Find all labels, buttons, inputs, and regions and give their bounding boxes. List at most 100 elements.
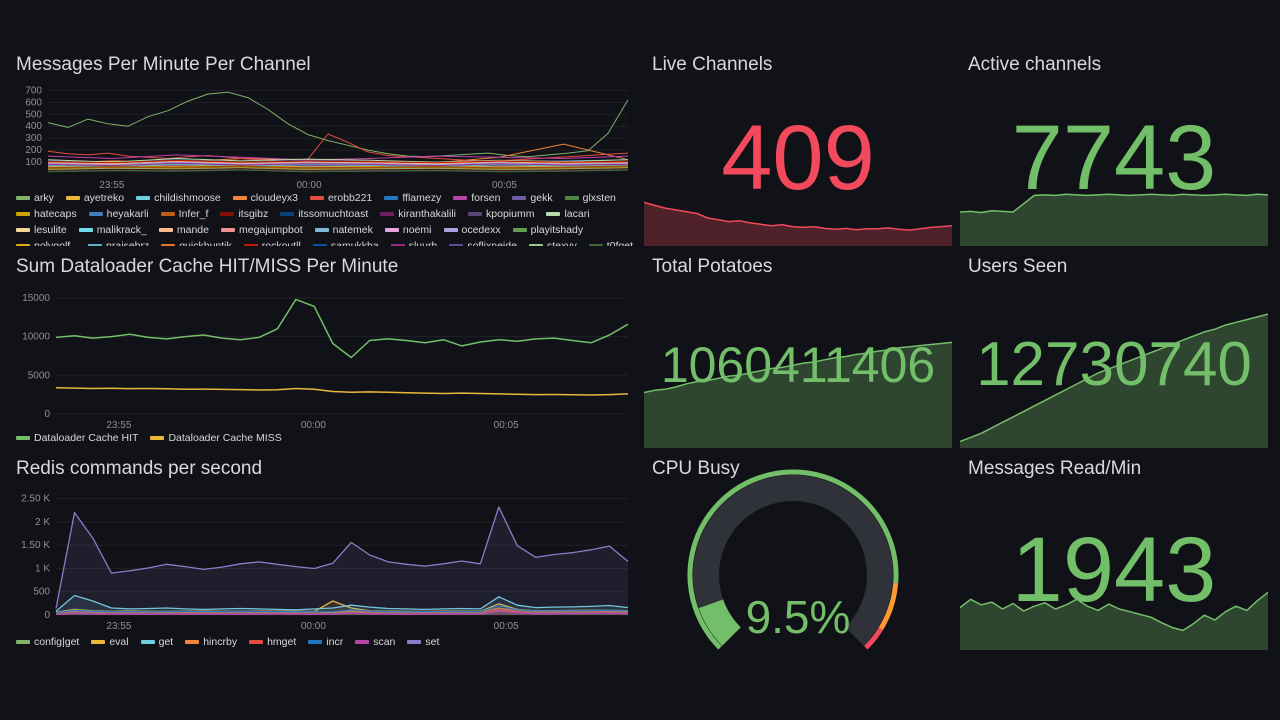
legend-item-playitshady[interactable]: playitshady [512,224,584,236]
panel-title-total-potatoes[interactable]: Total Potatoes [652,256,773,277]
legend-item-erobb221[interactable]: erobb221 [309,192,372,204]
legend-color-dash [564,196,579,200]
series-line [47,167,629,170]
messages-read-value: 1943 [1011,519,1217,621]
legend-item-ocedexx[interactable]: ocedexx [443,224,501,236]
legend-item-polygolf_[interactable]: polygolf_ [16,240,76,246]
messages-time-series-chart[interactable]: 100 200 300 400 500 600 700 23:55 00:00 00:05 [8,82,636,199]
legend-item-set[interactable]: set [407,636,439,648]
legend-item-stexvy[interactable]: stexvy [528,240,577,246]
legend-item-glxsten[interactable]: glxsten [564,192,616,204]
panel-title-redis[interactable]: Redis commands per second [16,458,263,479]
legend-label: soflixneide [467,240,517,246]
legend-item-natemek[interactable]: natemek [314,224,373,236]
legend-item-forsen[interactable]: forsen [453,192,500,204]
legend-item-get[interactable]: get [140,636,173,648]
legend-item-kiranthakalili[interactable]: kiranthakalili [380,208,456,220]
dataloader_cache-plot: 0 5000 10000 15000 23:55 00:00 00:05 [22,293,629,431]
legend-label: hatecaps [34,208,77,220]
redis-time-series-chart[interactable]: 0 500 1 K 1.50 K 2 K 2.50 K 23:55 00:00 00:05 [8,486,636,640]
legend-item-megajumpbot[interactable]: megajumpbot [220,224,303,236]
panel-title-users-seen[interactable]: Users Seen [968,256,1068,277]
legend-item-Infer_f[interactable]: Infer_f [160,208,208,220]
legend-color-dash [384,228,399,232]
panel-title-active-channels[interactable]: Active channels [968,54,1102,75]
x-axis-label: 00:00 [296,180,321,191]
y-axis-label: 500 [33,587,50,598]
panel-title-live-channels[interactable]: Live Channels [652,54,773,75]
legend-color-dash [528,244,543,246]
legend-label: set [425,636,440,648]
series-line [47,161,629,165]
legend-color-dash [512,228,527,232]
legend-item-rockoutll[interactable]: rockoutll [243,240,301,246]
total-potatoes-value: 1060411406 [660,337,936,393]
panel-title-cpu-busy[interactable]: CPU Busy [652,458,740,479]
legend-item-incr[interactable]: incr [308,636,343,648]
legend-item-quickhuntik[interactable]: quickhuntik [161,240,232,246]
legend-item-hatecaps[interactable]: hatecaps [16,208,77,220]
dataloader-time-series-chart[interactable]: 0 5000 10000 15000 23:55 00:00 00:05 [8,286,636,439]
legend-label: playitshady [530,224,584,236]
legend-label: kpopiumm [486,208,535,220]
legend-item-sluurh[interactable]: sluurh [390,240,437,246]
legend-item-scan[interactable]: scan [355,636,395,648]
legend-item-samukkha[interactable]: samukkha [312,240,379,246]
legend-color-dash [312,244,327,246]
series-line [55,298,629,359]
panel-title-messages[interactable]: Messages Per Minute Per Channel [16,54,311,75]
y-axis-label: 1.50 K [21,540,50,551]
legend-color-dash [220,212,235,216]
legend-item-heyakarli[interactable]: heyakarli [88,208,149,220]
legend-item-itssomuchtoast[interactable]: itssomuchtoast [280,208,368,220]
legend-item-mande[interactable]: mande [158,224,209,236]
legend-item-hincrby[interactable]: hincrby [185,636,237,648]
legend-item-Dataloader Cache HIT[interactable]: Dataloader Cache HIT [16,432,138,444]
legend-item-praisebrz[interactable]: praisebrz [88,240,149,246]
legend-label: samukkha [330,240,379,246]
legend-item-ayetreko[interactable]: ayetreko [65,192,125,204]
legend-item-lacari[interactable]: lacari [546,208,590,220]
legend-item-cloudeyx3[interactable]: cloudeyx3 [232,192,298,204]
legend-item-arky[interactable]: arky [16,192,54,204]
legend-label: incr [326,636,344,648]
legend-item-itsgibz[interactable]: itsgibz [220,208,268,220]
legend-color-dash [243,244,258,246]
legend-item-t0fget[interactable]: t0fget [588,240,633,246]
legend-label: eval [109,636,129,648]
legend-color-dash [588,244,603,246]
series-line [47,169,629,173]
panel-title-dataloader[interactable]: Sum Dataloader Cache HIT/MISS Per Minute [16,256,399,277]
legend-item-lesulite[interactable]: lesulite [16,224,67,236]
legend-item-fflamezy[interactable]: fflamezy [384,192,441,204]
legend-item-config|get[interactable]: config|get [16,636,79,648]
legend-label: malikrack_ [96,224,147,236]
legend-item-childishmoose[interactable]: childishmoose [136,192,221,204]
y-axis-label: 0 [44,409,50,420]
legend-item-hmget[interactable]: hmget [249,636,296,648]
legend-color-dash [220,228,235,232]
legend-color-dash [384,196,399,200]
series-line [55,594,629,612]
series-line [47,165,629,169]
legend-item-soflixneide[interactable]: soflixneide [449,240,517,246]
y-axis-label: 600 [25,97,42,108]
legend-color-dash [407,640,422,644]
active_channels_spark [960,193,1268,246]
legend-label: natemek [332,224,373,236]
legend-item-Dataloader Cache MISS[interactable]: Dataloader Cache MISS [150,432,282,444]
legend-color-dash [136,196,151,200]
panel-title-messages-read[interactable]: Messages Read/Min [968,458,1142,479]
legend-color-dash [314,228,329,232]
legend-label: itsgibz [238,208,269,220]
legend-label: hincrby [203,636,238,648]
legend-item-malikrack_[interactable]: malikrack_ [78,224,147,236]
legend-label: ayetreko [83,192,125,204]
cpu_gauge [687,469,899,650]
legend-item-eval[interactable]: eval [91,636,129,648]
legend-item-gekk[interactable]: gekk [512,192,553,204]
legend-color-dash [16,228,30,232]
legend-item-kpopiumm[interactable]: kpopiumm [468,208,534,220]
legend-item-noemi[interactable]: noemi [384,224,432,236]
series-line [47,166,629,170]
